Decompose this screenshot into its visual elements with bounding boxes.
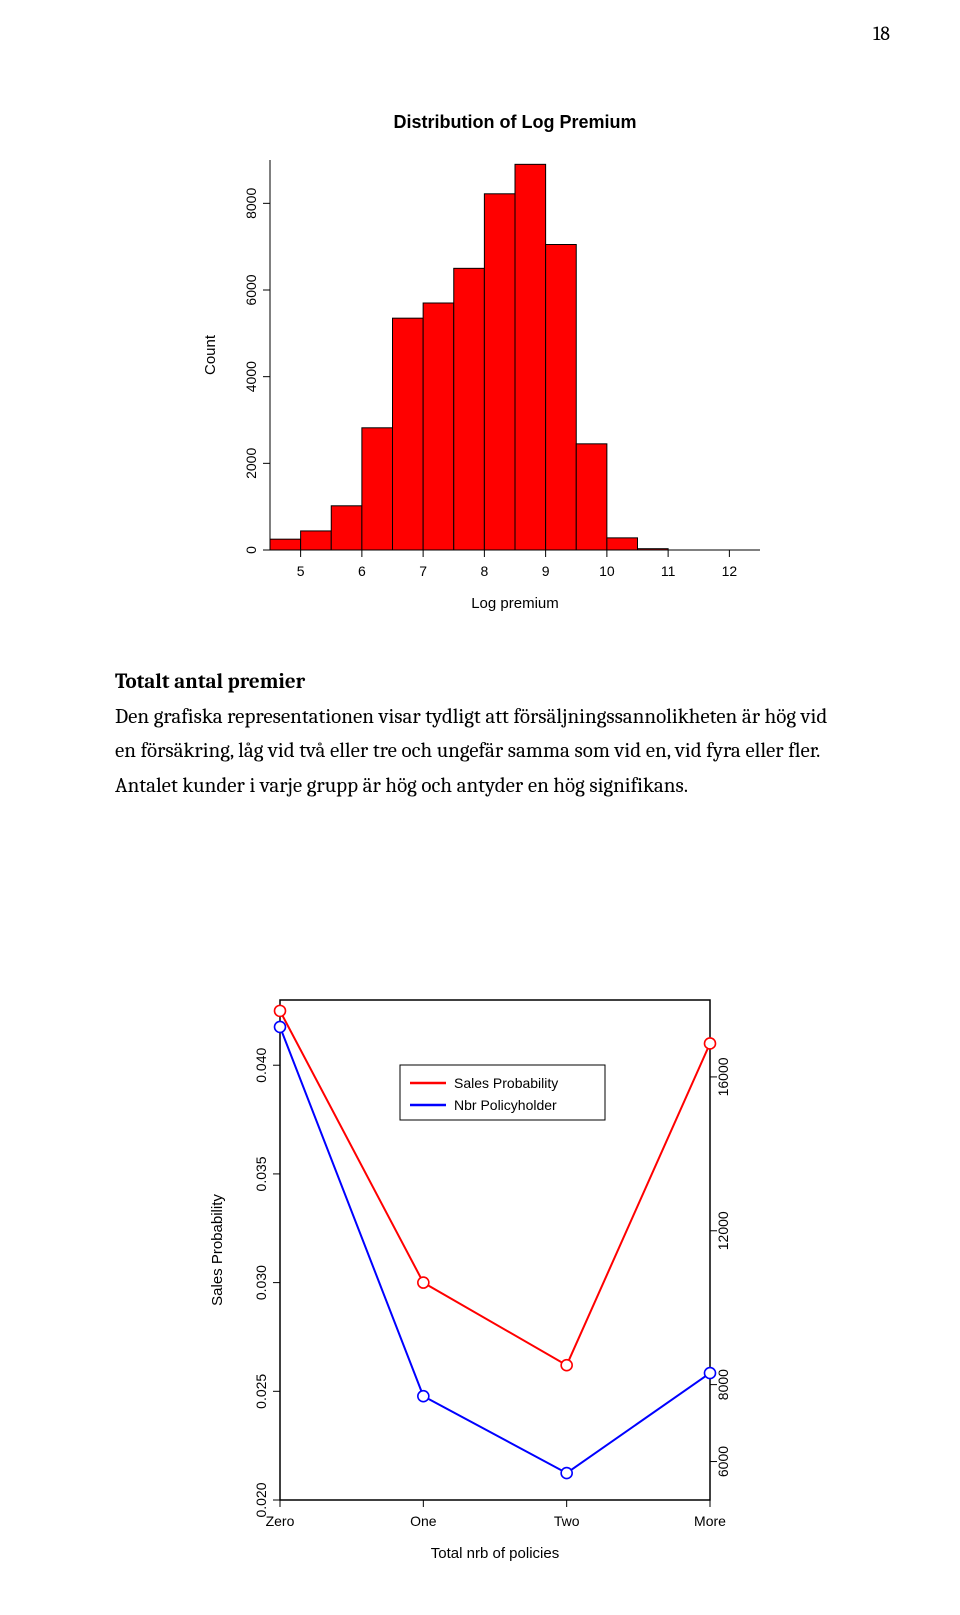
svg-text:Two: Two [554,1513,580,1529]
svg-text:Total nrb of policies: Total nrb of policies [431,1545,559,1562]
svg-text:6000: 6000 [243,274,259,305]
svg-text:5: 5 [297,563,305,579]
page: 18 Distribution of Log Premium 5 6 7 8 9 10 11 1… [0,0,960,1615]
svg-text:0: 0 [243,546,259,554]
histogram-chart: Distribution of Log Premium 5 6 7 8 9 10 11 12 Lo… [175,100,795,649]
line-chart: Zero One Two More Total nrb of policies 0.020… [170,965,790,1589]
svg-text:12000: 12000 [715,1211,731,1250]
svg-text:10: 10 [599,563,615,579]
svg-text:7: 7 [419,563,427,579]
svg-text:Count: Count [202,334,219,375]
svg-text:8000: 8000 [715,1369,731,1400]
svg-text:Distribution of Log Premium: Distribution of Log Premium [394,112,637,132]
page-number: 18 [873,22,890,45]
svg-text:16000: 16000 [715,1057,731,1096]
histogram-svg: Distribution of Log Premium 5 6 7 8 9 10 11 12 Lo… [175,100,795,645]
svg-text:Sales Probability: Sales Probability [454,1075,558,1091]
svg-text:One: One [410,1513,437,1529]
paragraph-text: Den grafiska representationen visar tydl… [115,705,827,798]
body-paragraph: Totalt antal premier Den grafiska repres… [115,665,850,804]
svg-text:0.025: 0.025 [253,1374,269,1409]
svg-text:More: More [694,1513,726,1529]
svg-text:8000: 8000 [243,188,259,219]
svg-text:0.030: 0.030 [253,1265,269,1300]
svg-text:0.035: 0.035 [253,1156,269,1191]
svg-text:6: 6 [358,563,366,579]
svg-text:0.020: 0.020 [253,1482,269,1517]
svg-text:0.040: 0.040 [253,1047,269,1082]
svg-text:2000: 2000 [243,448,259,479]
svg-text:Nbr Policyholder: Nbr Policyholder [454,1097,557,1113]
svg-text:Sales Probability: Sales Probability [209,1194,226,1306]
svg-text:11: 11 [661,563,676,579]
svg-text:8: 8 [480,563,488,579]
linechart-svg: Zero One Two More Total nrb of policies 0.020… [170,965,790,1585]
svg-text:Log premium: Log premium [471,595,559,612]
svg-text:4000: 4000 [243,361,259,392]
paragraph-heading: Totalt antal premier [115,670,305,694]
svg-text:Zero: Zero [266,1513,295,1529]
svg-text:6000: 6000 [715,1446,731,1477]
svg-text:12: 12 [722,563,738,579]
svg-text:9: 9 [542,563,550,579]
